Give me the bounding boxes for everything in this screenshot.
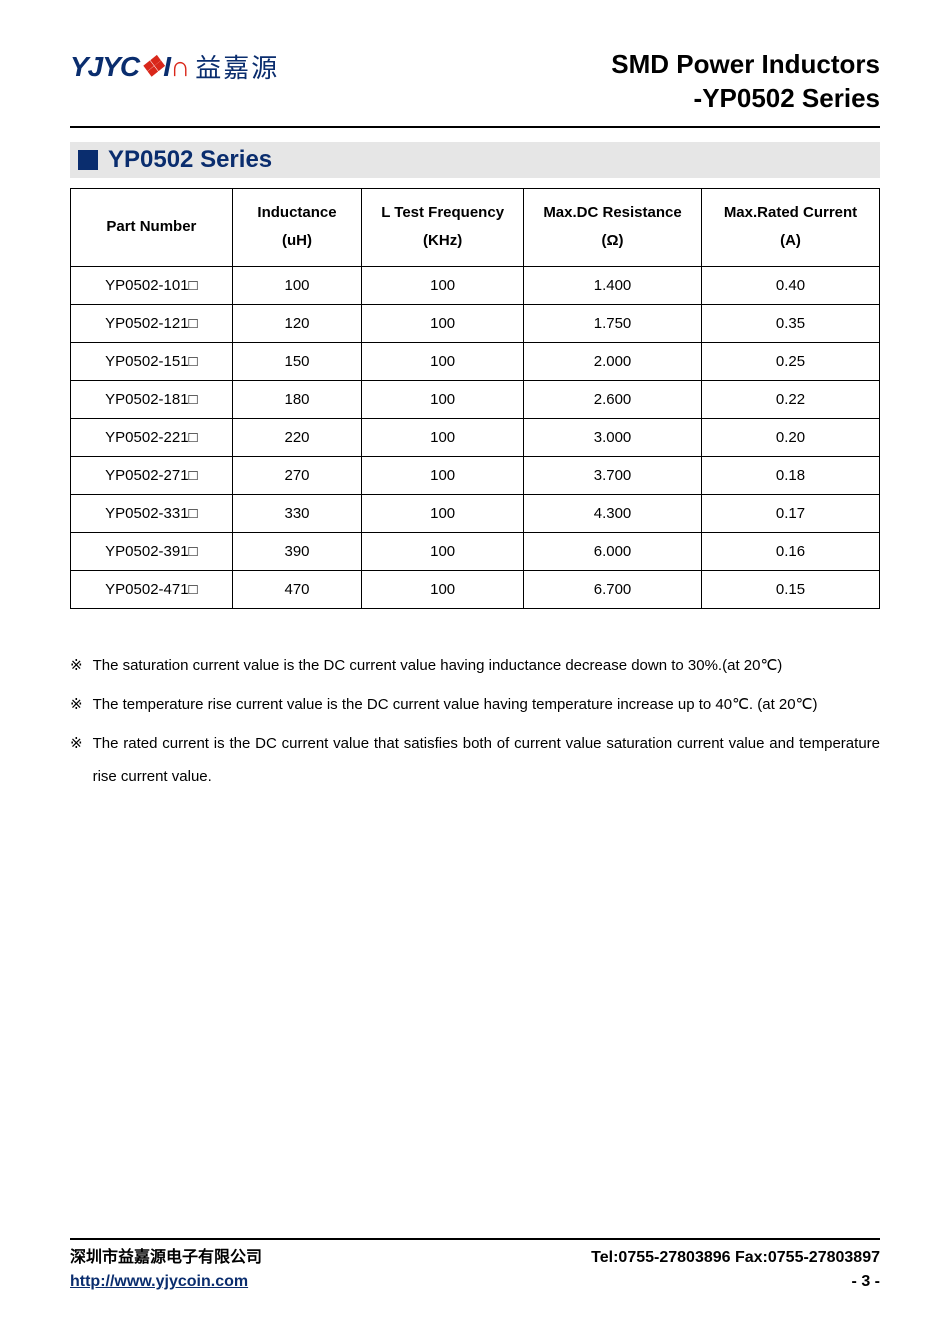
table-row: YP0502-221□2201003.0000.20 bbox=[71, 418, 880, 456]
cell-cur: 0.15 bbox=[702, 570, 880, 608]
note-marker-icon: ※ bbox=[70, 649, 83, 682]
cell-cur: 0.22 bbox=[702, 380, 880, 418]
cell-part: YP0502-271□ bbox=[71, 456, 233, 494]
cell-freq: 100 bbox=[362, 570, 524, 608]
th-inductance: Inductance (uH) bbox=[232, 188, 361, 266]
footer-divider bbox=[70, 1238, 880, 1240]
section-title: YP0502 Series bbox=[108, 146, 272, 174]
cell-part: YP0502-101□ bbox=[71, 266, 233, 304]
cell-res: 3.700 bbox=[524, 456, 702, 494]
cell-part: YP0502-331□ bbox=[71, 494, 233, 532]
cell-cur: 0.16 bbox=[702, 532, 880, 570]
document-title: SMD Power Inductors -YP0502 Series bbox=[611, 48, 880, 116]
cell-ind: 150 bbox=[232, 342, 361, 380]
cell-res: 3.000 bbox=[524, 418, 702, 456]
cell-freq: 100 bbox=[362, 342, 524, 380]
cell-part: YP0502-471□ bbox=[71, 570, 233, 608]
cell-ind: 100 bbox=[232, 266, 361, 304]
header-divider bbox=[70, 126, 880, 128]
table-body: YP0502-101□1001001.4000.40YP0502-121□120… bbox=[71, 266, 880, 608]
table-row: YP0502-151□1501002.0000.25 bbox=[71, 342, 880, 380]
cell-res: 1.750 bbox=[524, 304, 702, 342]
note-text: The rated current is the DC current valu… bbox=[93, 727, 880, 793]
note-item: ※ The temperature rise current value is t… bbox=[70, 688, 880, 721]
cell-freq: 100 bbox=[362, 532, 524, 570]
cell-res: 2.600 bbox=[524, 380, 702, 418]
th-rated-current: Max.Rated Current (A) bbox=[702, 188, 880, 266]
footer-url-link[interactable]: http://www.yjycoin.com bbox=[70, 1270, 248, 1294]
cell-freq: 100 bbox=[362, 418, 524, 456]
note-text: The saturation current value is the DC c… bbox=[93, 649, 880, 682]
cell-freq: 100 bbox=[362, 380, 524, 418]
spec-table: Part Number Inductance (uH) L Test Frequ… bbox=[70, 188, 880, 609]
document-title-line2: -YP0502 Series bbox=[611, 82, 880, 116]
section-square-icon bbox=[78, 150, 98, 170]
note-marker-icon: ※ bbox=[70, 688, 83, 721]
cell-freq: 100 bbox=[362, 456, 524, 494]
cell-ind: 180 bbox=[232, 380, 361, 418]
cell-freq: 100 bbox=[362, 266, 524, 304]
page-footer: 深圳市益嘉源电子有限公司 Tel:0755-27803896 Fax:0755-… bbox=[70, 1238, 880, 1294]
cell-ind: 220 bbox=[232, 418, 361, 456]
footer-page-number: - 3 - bbox=[852, 1270, 880, 1294]
company-logo: YJYC❖I∩ 益嘉源 bbox=[70, 48, 279, 85]
logo-graphic: YJYC❖I∩ bbox=[70, 50, 189, 83]
cell-res: 2.000 bbox=[524, 342, 702, 380]
footer-company: 深圳市益嘉源电子有限公司 bbox=[70, 1246, 262, 1270]
th-test-frequency: L Test Frequency (KHz) bbox=[362, 188, 524, 266]
note-item: ※ The saturation current value is the DC … bbox=[70, 649, 880, 682]
table-row: YP0502-101□1001001.4000.40 bbox=[71, 266, 880, 304]
section-header: YP0502 Series bbox=[70, 142, 880, 178]
table-row: YP0502-391□3901006.0000.16 bbox=[71, 532, 880, 570]
cell-freq: 100 bbox=[362, 304, 524, 342]
cell-part: YP0502-221□ bbox=[71, 418, 233, 456]
logo-cn-text: 益嘉源 bbox=[195, 48, 279, 85]
th-part-number: Part Number bbox=[71, 188, 233, 266]
note-marker-icon: ※ bbox=[70, 727, 83, 793]
cell-ind: 270 bbox=[232, 456, 361, 494]
cell-ind: 470 bbox=[232, 570, 361, 608]
cell-cur: 0.20 bbox=[702, 418, 880, 456]
table-row: YP0502-471□4701006.7000.15 bbox=[71, 570, 880, 608]
cell-cur: 0.17 bbox=[702, 494, 880, 532]
cell-cur: 0.18 bbox=[702, 456, 880, 494]
cell-part: YP0502-121□ bbox=[71, 304, 233, 342]
cell-cur: 0.25 bbox=[702, 342, 880, 380]
table-row: YP0502-331□3301004.3000.17 bbox=[71, 494, 880, 532]
table-header: Part Number Inductance (uH) L Test Frequ… bbox=[71, 188, 880, 266]
cell-res: 6.700 bbox=[524, 570, 702, 608]
notes-section: ※ The saturation current value is the DC … bbox=[70, 649, 880, 793]
cell-part: YP0502-391□ bbox=[71, 532, 233, 570]
cell-ind: 120 bbox=[232, 304, 361, 342]
cell-ind: 330 bbox=[232, 494, 361, 532]
cell-part: YP0502-151□ bbox=[71, 342, 233, 380]
table-row: YP0502-271□2701003.7000.18 bbox=[71, 456, 880, 494]
cell-cur: 0.35 bbox=[702, 304, 880, 342]
th-dc-resistance: Max.DC Resistance (Ω) bbox=[524, 188, 702, 266]
footer-tel-fax: Tel:0755-27803896 Fax:0755-27803897 bbox=[591, 1246, 880, 1270]
document-title-line1: SMD Power Inductors bbox=[611, 48, 880, 82]
cell-cur: 0.40 bbox=[702, 266, 880, 304]
header: YJYC❖I∩ 益嘉源 SMD Power Inductors -YP0502 … bbox=[70, 48, 880, 116]
cell-res: 1.400 bbox=[524, 266, 702, 304]
cell-part: YP0502-181□ bbox=[71, 380, 233, 418]
table-row: YP0502-121□1201001.7500.35 bbox=[71, 304, 880, 342]
cell-res: 6.000 bbox=[524, 532, 702, 570]
cell-freq: 100 bbox=[362, 494, 524, 532]
cell-ind: 390 bbox=[232, 532, 361, 570]
table-row: YP0502-181□1801002.6000.22 bbox=[71, 380, 880, 418]
cell-res: 4.300 bbox=[524, 494, 702, 532]
note-item: ※The rated current is the DC current val… bbox=[70, 727, 880, 793]
note-text: The temperature rise current value is th… bbox=[93, 688, 880, 721]
